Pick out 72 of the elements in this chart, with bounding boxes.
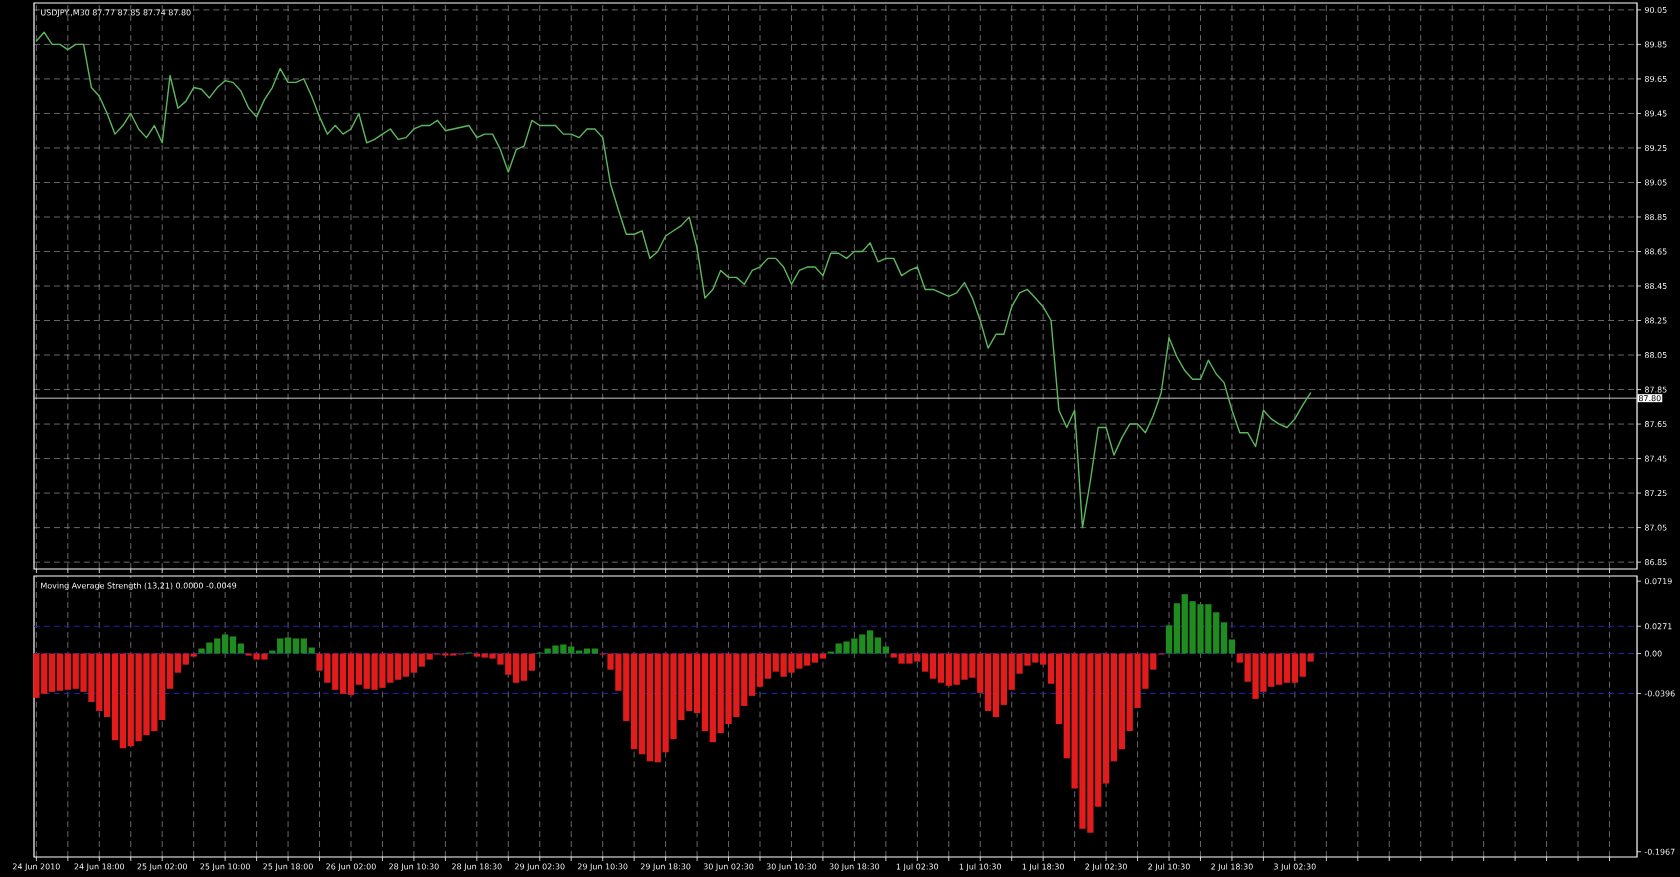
bar bbox=[819, 653, 827, 659]
bar bbox=[64, 653, 71, 690]
bar bbox=[221, 634, 229, 654]
bar bbox=[693, 653, 701, 713]
bar bbox=[269, 650, 276, 654]
bar bbox=[686, 653, 693, 711]
bar bbox=[410, 653, 418, 673]
bar bbox=[284, 637, 292, 654]
bar bbox=[1213, 612, 1220, 654]
bar bbox=[866, 630, 874, 654]
bar bbox=[418, 653, 425, 667]
bar bbox=[104, 653, 111, 718]
bar bbox=[174, 653, 182, 673]
bar bbox=[646, 653, 654, 762]
bar bbox=[804, 653, 811, 666]
bar bbox=[277, 638, 284, 654]
bar bbox=[1283, 653, 1291, 683]
bar bbox=[182, 653, 189, 665]
bar bbox=[937, 653, 945, 683]
bar bbox=[56, 653, 64, 691]
bar bbox=[1220, 622, 1228, 654]
bar bbox=[520, 653, 528, 681]
bar bbox=[882, 646, 889, 654]
bar bbox=[292, 638, 300, 654]
bar bbox=[355, 653, 362, 685]
bar bbox=[1000, 653, 1007, 705]
bar bbox=[1291, 653, 1299, 683]
bar bbox=[528, 653, 536, 671]
bar bbox=[811, 653, 819, 663]
bar bbox=[1040, 653, 1047, 665]
bar bbox=[308, 647, 315, 654]
bar bbox=[575, 650, 583, 654]
bar bbox=[929, 653, 937, 679]
bar bbox=[701, 653, 709, 732]
bar bbox=[709, 653, 716, 743]
bar bbox=[591, 648, 598, 654]
bar bbox=[1047, 653, 1055, 684]
bar bbox=[237, 643, 245, 654]
bar bbox=[984, 653, 992, 711]
bar bbox=[756, 653, 764, 687]
bar bbox=[1236, 653, 1243, 663]
bar bbox=[874, 637, 882, 654]
bar bbox=[638, 653, 646, 755]
bar bbox=[402, 653, 410, 677]
bar bbox=[48, 653, 56, 692]
bar bbox=[1228, 639, 1236, 654]
bar bbox=[300, 638, 307, 654]
bar bbox=[583, 648, 591, 654]
bar bbox=[748, 653, 756, 696]
bar bbox=[111, 653, 119, 741]
bar bbox=[513, 653, 520, 683]
bar bbox=[119, 653, 127, 749]
bar bbox=[166, 653, 174, 689]
bar bbox=[339, 653, 347, 694]
bar bbox=[1102, 653, 1110, 784]
bar bbox=[764, 653, 772, 679]
bar bbox=[229, 636, 237, 654]
bar bbox=[827, 651, 834, 654]
bar bbox=[190, 653, 197, 657]
bar bbox=[1110, 653, 1118, 762]
bar bbox=[473, 653, 480, 657]
bar bbox=[1165, 625, 1173, 654]
bar bbox=[922, 653, 929, 672]
bar bbox=[992, 653, 1000, 718]
bar bbox=[631, 653, 638, 750]
bar bbox=[347, 653, 355, 695]
bar bbox=[395, 653, 402, 680]
bar bbox=[1055, 653, 1063, 725]
bar bbox=[1173, 603, 1181, 654]
bar bbox=[159, 653, 166, 721]
bar bbox=[1275, 653, 1283, 685]
bar bbox=[1118, 653, 1125, 750]
